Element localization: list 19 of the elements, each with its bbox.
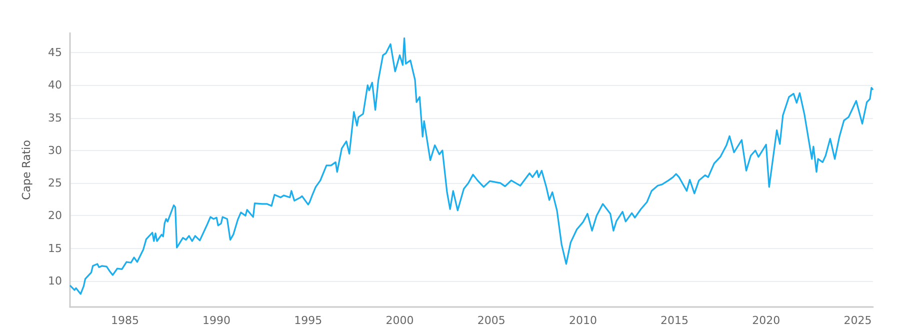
y-tick-label: 30 (48, 144, 62, 157)
x-tick-label: 2005 (477, 314, 506, 327)
x-tick-label: 2020 (752, 314, 780, 327)
y-tick-label: 15 (48, 242, 62, 255)
y-tick-label: 35 (48, 111, 62, 124)
y-tick-label: 20 (48, 209, 62, 222)
x-tick-label: 2000 (386, 314, 414, 327)
y-tick-label: 25 (48, 176, 62, 190)
x-tick-label: 1995 (294, 314, 322, 327)
x-tick-label: 1985 (110, 314, 139, 327)
x-tick-label: 2010 (568, 314, 597, 327)
y-tick-label: 40 (48, 78, 62, 92)
x-tick-label: 2025 (844, 314, 872, 327)
y-tick-label: 10 (48, 274, 62, 288)
x-tick-label: 1990 (202, 314, 231, 327)
y-tick-label: 45 (48, 46, 62, 60)
x-tick-label: 2015 (660, 314, 689, 327)
line-series (69, 37, 874, 295)
y-axis-title: Cape Ratio (20, 140, 33, 200)
